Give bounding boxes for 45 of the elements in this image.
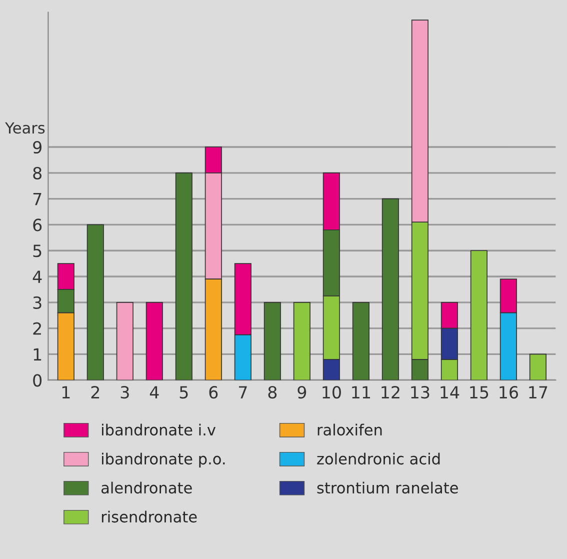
bar [352,302,370,380]
bar [264,302,281,380]
x-tick-label: 17 [529,386,548,398]
x-tick-label: 14 [440,386,460,398]
legend-label: raloxifen [318,424,382,436]
y-axis-title: Years [5,122,45,134]
y-tick-label: 2 [33,322,41,335]
bar [175,172,192,380]
x-tick-label: 9 [298,386,306,399]
y-tick-label: 8 [33,166,42,180]
legend-label: strontium ranelate [317,482,458,494]
x-tick-label: 3 [120,386,129,399]
y-tick-label: 6 [33,218,42,232]
bar [116,302,134,380]
y-tick-label: 4 [32,270,42,283]
bar [293,302,310,380]
y-tick-label: 9 [33,140,42,154]
x-tick-label: 16 [500,386,518,399]
bar [382,198,399,380]
x-tick-label: 4 [150,386,159,398]
bar [146,302,163,380]
y-tick-label: 1 [34,348,42,361]
legend-label: risendronate [102,510,197,523]
y-tick-label: 7 [33,192,42,206]
x-tick-label: 15 [470,386,488,399]
bar [470,250,488,380]
y-tick-label: 3 [33,296,42,309]
x-tick-label: 11 [352,386,370,398]
x-tick-label: 10 [322,386,341,399]
x-tick-label: 8 [268,386,277,399]
x-tick-label: 7 [238,386,247,398]
x-tick-label: 12 [382,386,400,398]
legend-label: ibandronate i.v [102,424,216,436]
x-tick-label: 2 [91,386,100,398]
legend-label: ibandronate p.o. [102,452,225,468]
y-tick-label: 0 [33,374,42,387]
bar [86,224,104,380]
x-tick-label: 13 [411,386,430,399]
x-tick-label: 5 [180,386,188,399]
x-tick-label: 6 [209,386,218,399]
x-tick-label: 1 [62,386,70,398]
y-tick-label: 5 [33,244,42,258]
bar [529,354,546,380]
legend-label: zolendronic acid [317,452,440,465]
legend-label: alendronate [101,482,192,494]
